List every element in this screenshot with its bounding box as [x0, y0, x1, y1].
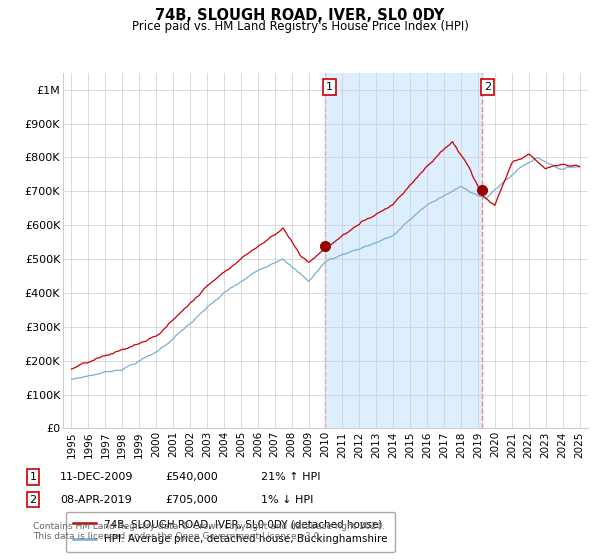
Text: 1% ↓ HPI: 1% ↓ HPI	[261, 494, 313, 505]
Text: Contains HM Land Registry data © Crown copyright and database right 2024.
This d: Contains HM Land Registry data © Crown c…	[33, 522, 385, 542]
Text: 08-APR-2019: 08-APR-2019	[60, 494, 132, 505]
Text: 11-DEC-2009: 11-DEC-2009	[60, 472, 133, 482]
Bar	[325, 73, 482, 428]
Text: 21% ↑ HPI: 21% ↑ HPI	[261, 472, 320, 482]
Text: 2: 2	[484, 82, 491, 92]
Text: Price paid vs. HM Land Registry's House Price Index (HPI): Price paid vs. HM Land Registry's House …	[131, 20, 469, 33]
Legend: 74B, SLOUGH ROAD, IVER, SL0 0DY (detached house), HPI: Average price, detached h: 74B, SLOUGH ROAD, IVER, SL0 0DY (detache…	[65, 512, 395, 552]
Text: 74B, SLOUGH ROAD, IVER, SL0 0DY: 74B, SLOUGH ROAD, IVER, SL0 0DY	[155, 8, 445, 24]
Text: 2: 2	[29, 494, 37, 505]
Text: 1: 1	[29, 472, 37, 482]
Text: £540,000: £540,000	[165, 472, 218, 482]
Text: £705,000: £705,000	[165, 494, 218, 505]
Text: 1: 1	[326, 82, 333, 92]
